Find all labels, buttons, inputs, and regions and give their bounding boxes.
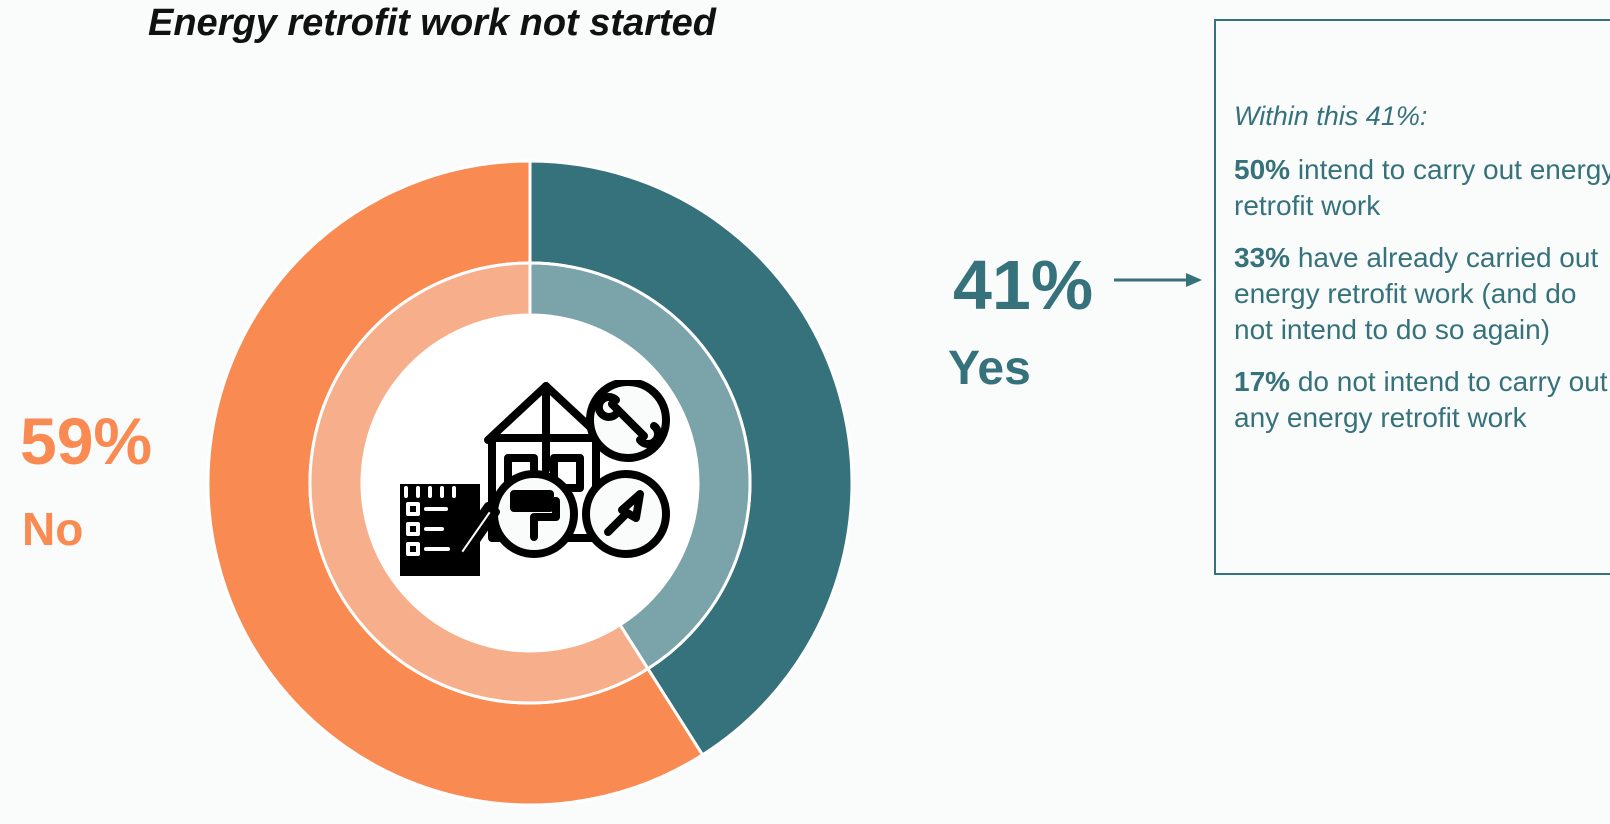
right-arrow-icon	[1114, 273, 1202, 287]
yes-percentage: 41%	[953, 246, 1094, 324]
no-percentage: 59%	[20, 404, 153, 478]
callout-box: Within this 41%: 50% intend to carry out…	[1214, 19, 1610, 575]
callout-item-text: do not intend to carry out any energy re…	[1234, 366, 1608, 433]
callout-intro: Within this 41%:	[1234, 101, 1428, 131]
no-label: No	[22, 503, 84, 555]
callout-item: 17% do not intend to carry out any energ…	[1234, 364, 1610, 436]
yes-label: Yes	[948, 342, 1031, 395]
callout-item-pct: 17%	[1234, 366, 1291, 397]
callout-item: 33% have already carried out energy retr…	[1234, 240, 1610, 348]
callout-item-text: intend to carry out energy retrofit work	[1234, 154, 1610, 221]
callout-item-pct: 50%	[1234, 154, 1291, 185]
house-renovation-tools-icon	[400, 380, 670, 576]
chart-title: Energy retrofit work not started	[148, 2, 716, 44]
callout-item-pct: 33%	[1234, 242, 1291, 273]
callout-item: 50% intend to carry out energy retrofit …	[1234, 152, 1610, 224]
callout-item-text: have already carried out energy retrofit…	[1234, 242, 1599, 345]
